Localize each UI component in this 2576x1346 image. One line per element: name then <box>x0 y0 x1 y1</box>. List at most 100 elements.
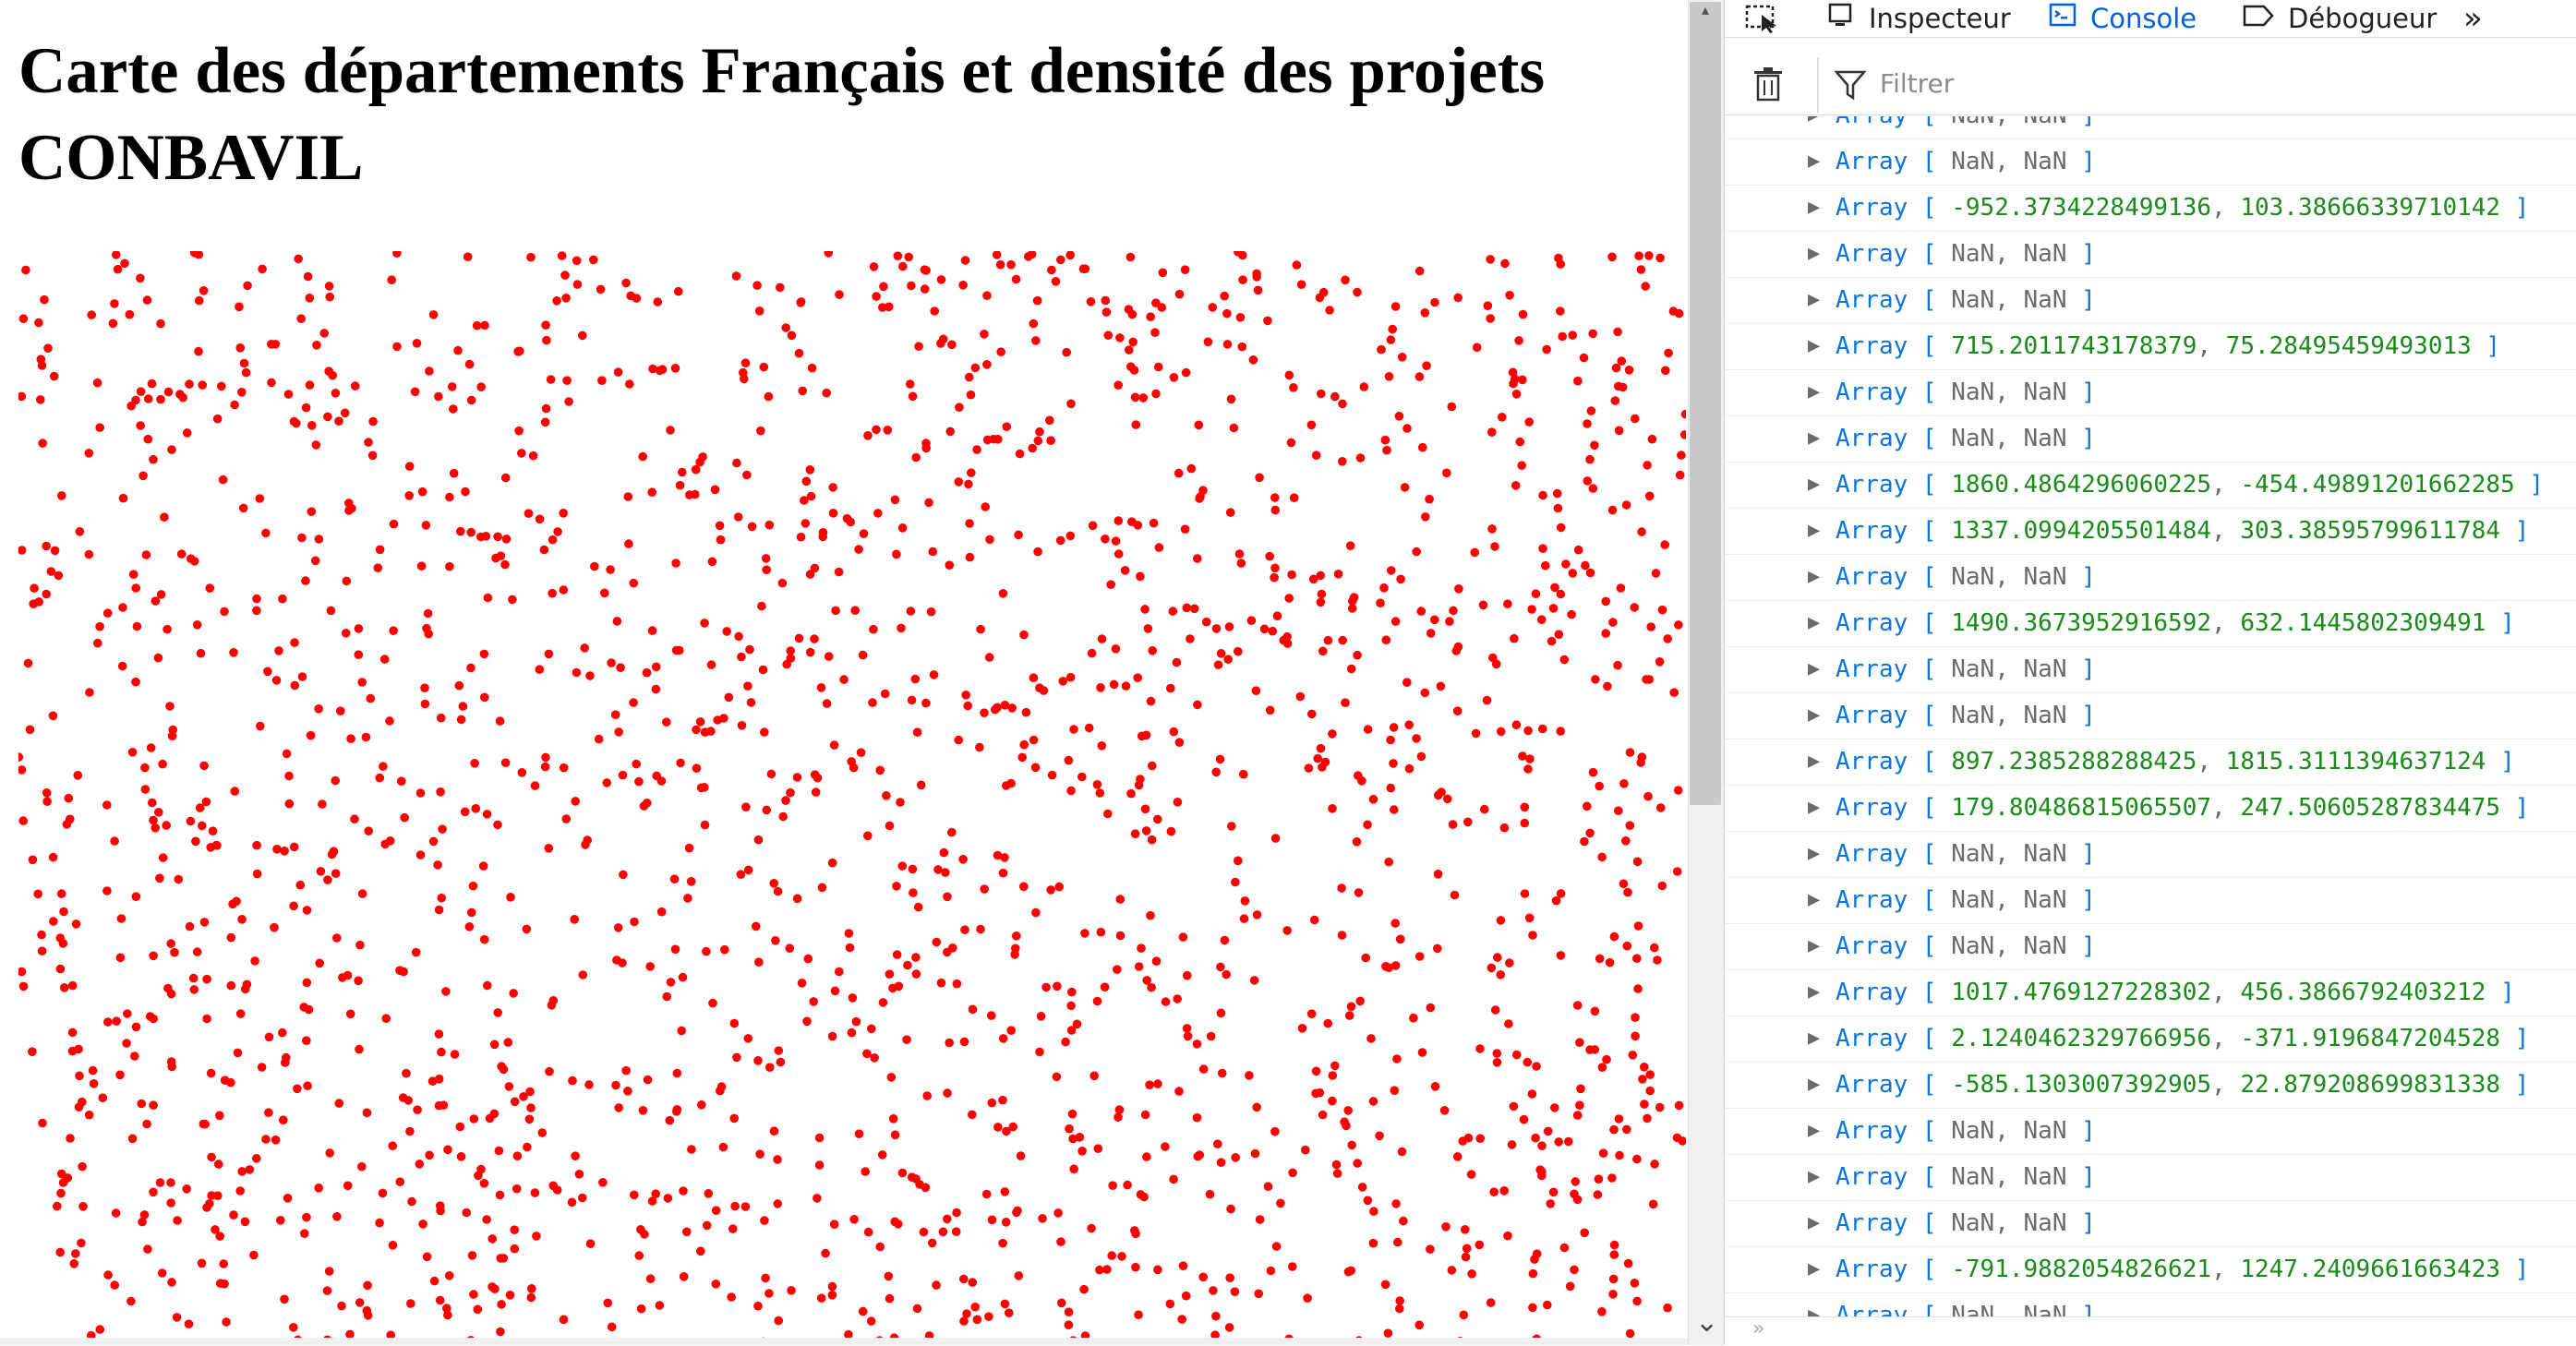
expand-triangle-icon[interactable]: ▶ <box>1808 888 1821 911</box>
console-row[interactable]: ▶Array [ NaN, NaN ] <box>1725 231 2576 278</box>
project-dot <box>752 921 761 931</box>
expand-triangle-icon[interactable]: ▶ <box>1808 288 1821 311</box>
expand-triangle-icon[interactable]: ▶ <box>1808 519 1821 542</box>
page-scrollbar-thumb[interactable] <box>1690 2 1721 805</box>
expand-triangle-icon[interactable]: ▶ <box>1808 980 1821 1003</box>
expand-triangle-icon[interactable]: ▶ <box>1808 1165 1821 1188</box>
expand-triangle-icon[interactable]: ▶ <box>1808 703 1821 727</box>
console-row[interactable]: ▶ Array [ 1017.4769127228302, 456.3866792… <box>1725 969 2576 1016</box>
project-dot <box>1161 997 1171 1006</box>
project-dot <box>1113 380 1123 390</box>
console-input[interactable]: » <box>1725 1316 2576 1346</box>
array-value-1: 103.38666339710142 <box>2240 194 2501 222</box>
console-row[interactable]: ▶Array [ NaN, NaN ] <box>1725 1200 2576 1247</box>
expand-triangle-icon[interactable]: ▶ <box>1808 150 1821 173</box>
expand-triangle-icon[interactable]: ▶ <box>1808 1027 1821 1050</box>
console-row[interactable]: ▶ Array [ 1337.0994205501484, 303.3859579… <box>1725 508 2576 555</box>
console-row[interactable]: ▶ Array [ 897.2385288288425, 1815.3111394… <box>1725 739 2576 786</box>
expand-triangle-icon[interactable]: ▶ <box>1808 116 1820 138</box>
expand-triangle-icon[interactable]: ▶ <box>1808 473 1821 496</box>
project-dot <box>737 721 747 730</box>
expand-triangle-icon[interactable]: ▶ <box>1808 1211 1821 1234</box>
expand-triangle-icon[interactable]: ▶ <box>1808 565 1821 588</box>
console-row[interactable]: ▶ Array [ 1490.3673952916592, 632.1445802… <box>1725 600 2576 647</box>
console-row[interactable]: ▶ Array [ -791.9882054826621, 1247.240966… <box>1725 1246 2576 1293</box>
scroll-up-icon[interactable]: ▴ <box>1701 1 1710 18</box>
trash-icon[interactable] <box>1752 66 1786 107</box>
console-row[interactable]: ▶ Array [ 179.80486815065507, 247.5060528… <box>1725 785 2576 832</box>
project-dot <box>319 329 330 338</box>
scroll-down-icon[interactable]: ⌄ <box>1695 1306 1719 1339</box>
bracket-close: ] <box>2500 1025 2530 1052</box>
console-row[interactable]: ▶Array [ NaN, NaN ] <box>1725 1108 2576 1155</box>
project-dot <box>1638 1075 1647 1084</box>
expand-triangle-icon[interactable]: ▶ <box>1808 242 1821 265</box>
pick-element-icon[interactable] <box>1745 0 1782 37</box>
console-row[interactable]: ▶Array [ NaN, NaN ] <box>1725 1154 2576 1201</box>
project-dot <box>1169 727 1179 737</box>
expand-triangle-icon[interactable]: ▶ <box>1808 796 1821 819</box>
tab-inspector[interactable]: Inspecteur <box>1826 0 2011 37</box>
double-chevron-right-icon[interactable]: » <box>2463 0 2483 37</box>
console-filter-input[interactable]: Filtrer <box>1880 68 1955 99</box>
project-dot <box>1217 1068 1227 1078</box>
console-row[interactable]: ▶Array [ NaN, NaN ] <box>1725 692 2576 739</box>
project-dot <box>1307 709 1317 719</box>
tab-debugger[interactable]: Débogueur <box>2242 0 2437 37</box>
console-row[interactable]: ▶Array [ NaN, NaN ] <box>1725 554 2576 601</box>
console-row[interactable]: ▶Array [ NaN, NaN ] <box>1725 1292 2576 1316</box>
console-row[interactable]: ▶ Array [ 1860.4864296060225, -454.498912… <box>1725 462 2576 509</box>
project-dot <box>235 1186 245 1196</box>
project-dot <box>184 1319 194 1328</box>
project-dot <box>810 563 820 573</box>
expand-triangle-icon[interactable]: ▶ <box>1808 842 1821 865</box>
project-dot <box>149 1100 158 1110</box>
console-row[interactable]: ▶ Array [ 2.1240462329766956, -371.919684… <box>1725 1016 2576 1063</box>
array-value-1: 303.38595799611784 <box>2240 517 2501 545</box>
console-row[interactable]: ▶Array [ NaN, NaN ] <box>1725 369 2576 416</box>
expand-triangle-icon[interactable]: ▶ <box>1808 1073 1821 1096</box>
project-dot <box>1029 673 1039 682</box>
project-dot <box>422 1252 432 1262</box>
expand-triangle-icon[interactable]: ▶ <box>1808 1257 1821 1280</box>
expand-triangle-icon[interactable]: ▶ <box>1808 934 1821 957</box>
console-row[interactable]: ▶Array [ NaN, NaN ] <box>1725 138 2576 186</box>
console-row[interactable]: ▶Array [ NaN, NaN ] <box>1725 116 2576 139</box>
project-dot <box>1058 677 1068 686</box>
project-dot <box>140 785 150 794</box>
expand-triangle-icon[interactable]: ▶ <box>1808 380 1821 403</box>
project-dot <box>677 1026 686 1036</box>
console-row[interactable]: ▶Array [ NaN, NaN ] <box>1725 415 2576 463</box>
expand-triangle-icon[interactable]: ▶ <box>1808 657 1821 680</box>
bracket-open: [ <box>1908 471 1952 499</box>
project-dot <box>1340 1117 1349 1126</box>
project-dot <box>364 826 374 835</box>
project-dot <box>42 589 51 599</box>
console-row[interactable]: ▶ Array [ -585.1303007392905, 22.87920869… <box>1725 1062 2576 1109</box>
tab-console[interactable]: Console <box>2048 0 2197 37</box>
expand-triangle-icon[interactable]: ▶ <box>1808 1304 1821 1316</box>
project-dot <box>998 868 1008 878</box>
expand-triangle-icon[interactable]: ▶ <box>1808 334 1821 357</box>
project-dot <box>252 606 261 616</box>
bracket-close: ] <box>2500 1071 2530 1099</box>
console-row[interactable]: ▶Array [ NaN, NaN ] <box>1725 277 2576 324</box>
horizontal-scrollbar[interactable] <box>0 1338 1688 1345</box>
expand-triangle-icon[interactable]: ▶ <box>1808 196 1821 219</box>
project-dot <box>912 1304 922 1314</box>
project-dot <box>1288 1168 1297 1178</box>
project-dot <box>776 282 785 293</box>
console-row[interactable]: ▶ Array [ -952.3734228499136, 103.3866633… <box>1725 185 2576 232</box>
console-row[interactable]: ▶ Array [ 715.2011743178379, 75.284954594… <box>1725 323 2576 370</box>
console-row[interactable]: ▶Array [ NaN, NaN ] <box>1725 646 2576 693</box>
console-row[interactable]: ▶Array [ NaN, NaN ] <box>1725 923 2576 970</box>
expand-triangle-icon[interactable]: ▶ <box>1808 1119 1821 1142</box>
expand-triangle-icon[interactable]: ▶ <box>1808 611 1821 634</box>
console-row[interactable]: ▶Array [ NaN, NaN ] <box>1725 831 2576 878</box>
project-dot <box>166 1198 175 1208</box>
console-row[interactable]: ▶Array [ NaN, NaN ] <box>1725 877 2576 924</box>
project-dot <box>1387 566 1396 575</box>
project-dot <box>170 947 179 957</box>
expand-triangle-icon[interactable]: ▶ <box>1808 427 1821 450</box>
expand-triangle-icon[interactable]: ▶ <box>1808 750 1821 773</box>
